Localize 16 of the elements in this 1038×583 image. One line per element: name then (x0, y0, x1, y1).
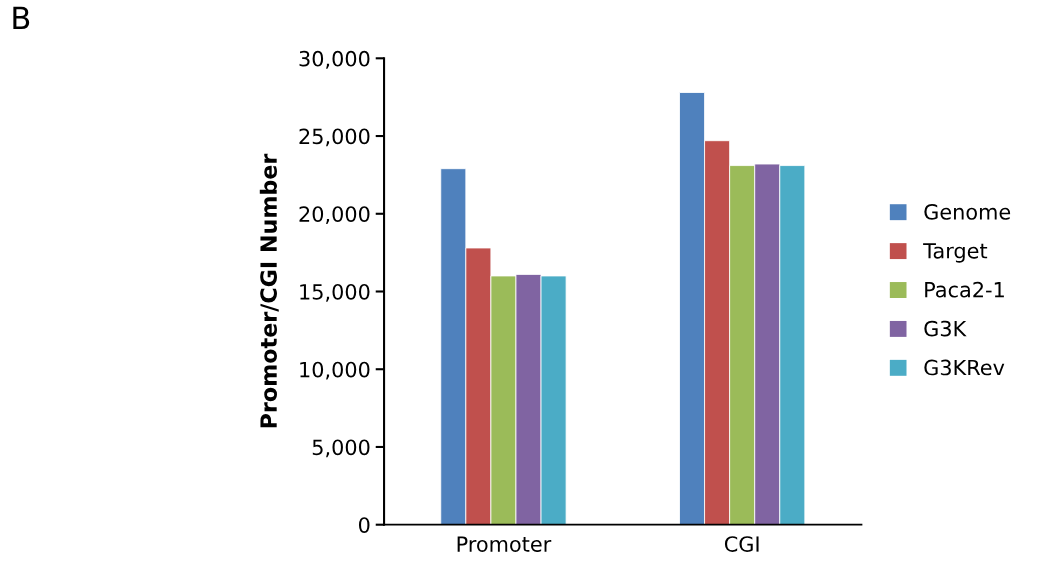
x-tick-label: Promoter (457, 536, 552, 552)
y-tick-label: 20,000 (299, 206, 370, 225)
y-tick-label: 15,000 (300, 283, 370, 302)
x-tick-label: CGI (724, 536, 759, 552)
legend-label: Target (923, 243, 988, 263)
y-tick-label: 25,000 (299, 128, 370, 147)
y-axis-title: Promoter/CGI Number (259, 153, 279, 428)
y-tick-label: 0 (358, 517, 370, 533)
y-tick-label: 30,000 (299, 50, 370, 69)
y-tick-label: 10,000 (300, 361, 370, 380)
legend-label: Genome (924, 203, 1011, 220)
legend-label: Paca2-1 (925, 281, 1004, 298)
text: B (13, 6, 30, 30)
y-tick-label: 5,000 (312, 439, 370, 458)
legend-label: G3K (924, 320, 967, 337)
legend-label: G3KRev (924, 359, 1005, 376)
